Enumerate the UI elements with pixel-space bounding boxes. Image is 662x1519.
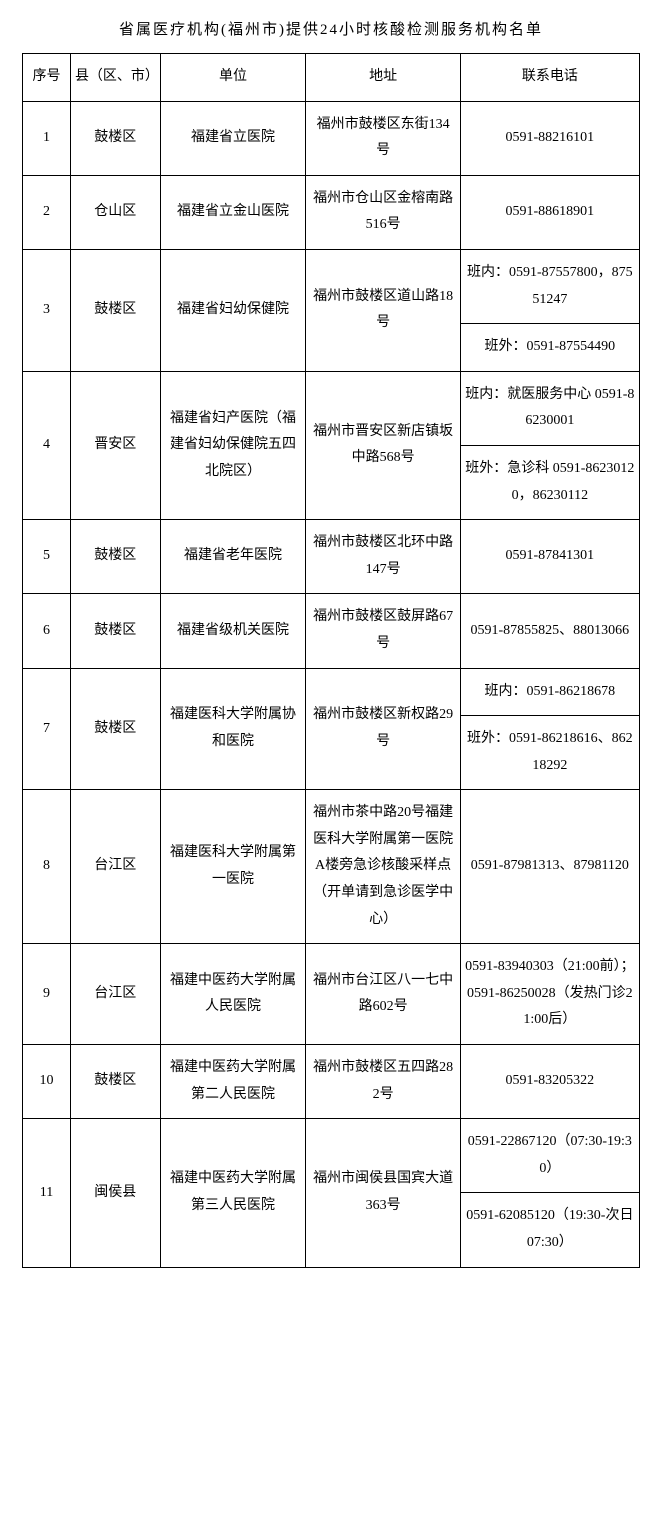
table-row: 11闽侯县福建中医药大学附属第三人民医院福州市闽侯县国宾大道363号0591-2… <box>23 1119 640 1193</box>
cell-phone: 0591-83940303（21:00前）；0591-86250028（发热门诊… <box>460 944 639 1045</box>
col-addr: 地址 <box>306 54 460 102</box>
cell-county: 鼓楼区 <box>70 668 160 790</box>
table-row: 6鼓楼区福建省级机关医院福州市鼓楼区鼓屏路67号0591-87855825、88… <box>23 594 640 668</box>
cell-phone: 0591-83205322 <box>460 1045 639 1119</box>
cell-no: 10 <box>23 1045 71 1119</box>
cell-addr: 福州市仓山区金榕南路516号 <box>306 175 460 249</box>
cell-addr: 福州市晋安区新店镇坂中路568号 <box>306 371 460 519</box>
cell-county: 鼓楼区 <box>70 594 160 668</box>
cell-no: 4 <box>23 371 71 519</box>
cell-org: 福建省妇产医院（福建省妇幼保健院五四北院区） <box>160 371 306 519</box>
cell-phone: 0591-87855825、88013066 <box>460 594 639 668</box>
cell-phone: 0591-87841301 <box>460 520 639 594</box>
cell-addr: 福州市鼓楼区北环中路147号 <box>306 520 460 594</box>
cell-no: 11 <box>23 1119 71 1267</box>
cell-no: 1 <box>23 101 71 175</box>
table-row: 4晋安区福建省妇产医院（福建省妇幼保健院五四北院区）福州市晋安区新店镇坂中路56… <box>23 371 640 445</box>
cell-no: 6 <box>23 594 71 668</box>
cell-county: 晋安区 <box>70 371 160 519</box>
cell-org: 福建中医药大学附属第二人民医院 <box>160 1045 306 1119</box>
cell-org: 福建医科大学附属协和医院 <box>160 668 306 790</box>
cell-addr: 福州市鼓楼区五四路282号 <box>306 1045 460 1119</box>
cell-phone: 班外：急诊科 0591-86230120，86230112 <box>460 445 639 519</box>
cell-org: 福建中医药大学附属人民医院 <box>160 944 306 1045</box>
cell-org: 福建省立医院 <box>160 101 306 175</box>
cell-no: 5 <box>23 520 71 594</box>
cell-no: 3 <box>23 249 71 371</box>
cell-org: 福建省立金山医院 <box>160 175 306 249</box>
cell-county: 闽侯县 <box>70 1119 160 1267</box>
table-row: 5鼓楼区福建省老年医院福州市鼓楼区北环中路147号0591-87841301 <box>23 520 640 594</box>
cell-org: 福建省老年医院 <box>160 520 306 594</box>
table-row: 2仓山区福建省立金山医院福州市仓山区金榕南路516号0591-88618901 <box>23 175 640 249</box>
cell-county: 仓山区 <box>70 175 160 249</box>
table-row: 3鼓楼区福建省妇幼保健院福州市鼓楼区道山路18号班内：0591-87557800… <box>23 249 640 323</box>
cell-phone: 班外：0591-86218616、86218292 <box>460 716 639 790</box>
col-org: 单位 <box>160 54 306 102</box>
cell-county: 鼓楼区 <box>70 1045 160 1119</box>
cell-no: 8 <box>23 790 71 944</box>
cell-county: 台江区 <box>70 944 160 1045</box>
cell-addr: 福州市鼓楼区新权路29号 <box>306 668 460 790</box>
cell-org: 福建中医药大学附属第三人民医院 <box>160 1119 306 1267</box>
table-row: 1鼓楼区福建省立医院福州市鼓楼区东街134号0591-88216101 <box>23 101 640 175</box>
col-phone: 联系电话 <box>460 54 639 102</box>
col-no: 序号 <box>23 54 71 102</box>
cell-org: 福建省妇幼保健院 <box>160 249 306 371</box>
cell-addr: 福州市鼓楼区道山路18号 <box>306 249 460 371</box>
cell-phone: 0591-88216101 <box>460 101 639 175</box>
cell-phone: 0591-88618901 <box>460 175 639 249</box>
cell-county: 台江区 <box>70 790 160 944</box>
table-row: 8台江区福建医科大学附属第一医院福州市茶中路20号福建医科大学附属第一医院A楼旁… <box>23 790 640 944</box>
cell-no: 9 <box>23 944 71 1045</box>
cell-county: 鼓楼区 <box>70 249 160 371</box>
cell-addr: 福州市鼓楼区东街134号 <box>306 101 460 175</box>
cell-no: 2 <box>23 175 71 249</box>
cell-phone: 0591-87981313、87981120 <box>460 790 639 944</box>
cell-phone: 班内：就医服务中心 0591-86230001 <box>460 371 639 445</box>
cell-county: 鼓楼区 <box>70 101 160 175</box>
cell-no: 7 <box>23 668 71 790</box>
table-header-row: 序号 县（区、市） 单位 地址 联系电话 <box>23 54 640 102</box>
cell-phone: 班外：0591-87554490 <box>460 324 639 372</box>
cell-phone: 0591-62085120（19:30-次日07:30） <box>460 1193 639 1267</box>
table-row: 7鼓楼区福建医科大学附属协和医院福州市鼓楼区新权路29号班内：0591-8621… <box>23 668 640 716</box>
cell-phone: 0591-22867120（07:30-19:30） <box>460 1119 639 1193</box>
cell-county: 鼓楼区 <box>70 520 160 594</box>
cell-org: 福建省级机关医院 <box>160 594 306 668</box>
cell-addr: 福州市闽侯县国宾大道363号 <box>306 1119 460 1267</box>
cell-phone: 班内：0591-87557800，87551247 <box>460 249 639 323</box>
table-row: 10鼓楼区福建中医药大学附属第二人民医院福州市鼓楼区五四路282号0591-83… <box>23 1045 640 1119</box>
cell-addr: 福州市茶中路20号福建医科大学附属第一医院A楼旁急诊核酸采样点（开单请到急诊医学… <box>306 790 460 944</box>
page-title: 省属医疗机构(福州市)提供24小时核酸检测服务机构名单 <box>22 18 640 39</box>
cell-phone: 班内：0591-86218678 <box>460 668 639 716</box>
table-row: 9台江区福建中医药大学附属人民医院福州市台江区八一七中路602号0591-839… <box>23 944 640 1045</box>
institutions-table: 序号 县（区、市） 单位 地址 联系电话 1鼓楼区福建省立医院福州市鼓楼区东街1… <box>22 53 640 1268</box>
col-county: 县（区、市） <box>70 54 160 102</box>
cell-addr: 福州市台江区八一七中路602号 <box>306 944 460 1045</box>
cell-addr: 福州市鼓楼区鼓屏路67号 <box>306 594 460 668</box>
cell-org: 福建医科大学附属第一医院 <box>160 790 306 944</box>
